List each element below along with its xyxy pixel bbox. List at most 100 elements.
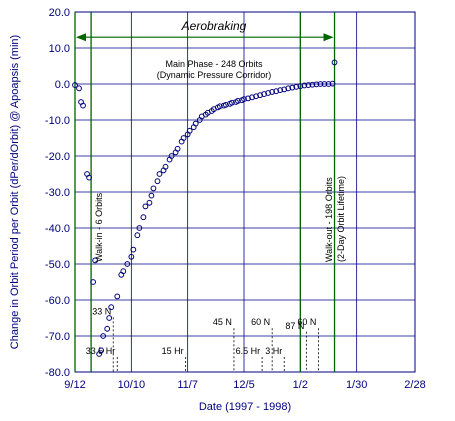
- data-point: [281, 86, 288, 93]
- data-point: [229, 99, 235, 106]
- data-point: [257, 92, 263, 99]
- data-point: [321, 81, 328, 87]
- aerobraking-label: Aerobraking: [181, 19, 247, 33]
- y-tick-label: -10.0: [45, 115, 70, 127]
- data-point: [289, 84, 296, 91]
- data-point: [92, 257, 99, 264]
- data-point: [174, 145, 181, 152]
- data-point: [269, 89, 276, 95]
- y-tick-label: 20.0: [49, 7, 70, 19]
- y-axis-title: Change in Orbit Period per Orbit (dPer/d…: [9, 35, 21, 349]
- data-point: [120, 268, 127, 275]
- data-point: [192, 120, 199, 127]
- data-point: [301, 82, 308, 89]
- data-point: [329, 80, 336, 87]
- data-point: [273, 88, 280, 95]
- data-point: [285, 85, 292, 92]
- main-phase-label: Main Phase - 248 Orbits: [165, 59, 263, 69]
- phase-boundaries: [74, 12, 336, 372]
- data-point: [325, 81, 332, 87]
- data-point: [114, 293, 121, 300]
- x-tick-label: 11/7: [177, 379, 198, 391]
- data-point: [235, 98, 241, 104]
- data-point: [154, 178, 161, 185]
- data-point: [293, 83, 300, 90]
- data-point: [261, 91, 268, 97]
- event-label: 45 N: [213, 317, 232, 327]
- data-point: [106, 315, 113, 321]
- walk-in-label: Walk-in - 6 Orbits: [94, 192, 104, 262]
- y-tick-label: -50.0: [45, 259, 70, 271]
- data-point: [309, 81, 316, 88]
- aerobraking-arrowhead-left: [76, 33, 86, 42]
- data-point: [222, 101, 229, 108]
- data-point: [265, 90, 272, 96]
- data-point: [241, 96, 247, 103]
- data-point: [146, 199, 153, 206]
- walk-out-label: Walk-out - 198 Orbits: [324, 177, 334, 262]
- data-point: [180, 135, 187, 141]
- aerobraking-arrowhead-right: [323, 33, 334, 42]
- y-tick-label: 0.0: [55, 79, 70, 91]
- x-tick-label: 1/2: [293, 379, 308, 391]
- y-tick-label: -80.0: [45, 367, 70, 379]
- data-point: [108, 304, 115, 311]
- data-point: [249, 94, 255, 101]
- data-point: [245, 95, 251, 102]
- data-point: [297, 83, 304, 90]
- data-point: [134, 232, 141, 239]
- data-point: [313, 81, 320, 88]
- data-point: [168, 153, 175, 159]
- y-tick-label: -70.0: [45, 331, 70, 343]
- data-point: [331, 59, 338, 66]
- x-tick-label: 12/5: [233, 379, 254, 391]
- data-point: [150, 185, 157, 192]
- data-point: [130, 246, 137, 253]
- event-label: 15 Hr: [162, 346, 184, 356]
- data-point: [128, 253, 135, 260]
- data-point: [80, 102, 86, 109]
- y-tick-labels: 20.0 10.0 0.0 -10.0 -20.0 -30.0 -40.0 -50.0 -60.…: [45, 7, 70, 379]
- data-point: [277, 87, 284, 94]
- data-point: [305, 82, 312, 88]
- event-label: 3 Hr: [265, 346, 282, 356]
- data-point: [253, 93, 259, 100]
- data-point: [98, 347, 105, 354]
- data-point: [156, 171, 163, 177]
- data-point: [136, 225, 143, 231]
- x-tick-label: 10/10: [118, 379, 146, 391]
- data-point: [76, 85, 82, 92]
- data-point: [100, 333, 107, 339]
- x-axis-title: Date (1997 - 1998): [199, 401, 291, 413]
- x-tick-label: 2/28: [404, 379, 425, 391]
- aerobraking-arrow: Aerobraking: [76, 19, 334, 42]
- data-point: [104, 325, 111, 332]
- data-point: [72, 82, 78, 88]
- data-point: [140, 214, 147, 221]
- event-label: 33 N: [92, 306, 111, 316]
- x-tick-label: 9/12: [64, 379, 85, 391]
- event-label: 33.5 Hr: [86, 346, 116, 356]
- y-tick-label: -30.0: [45, 187, 70, 199]
- walk-out-sublabel: (2-Day Orbit Lifetime): [336, 176, 346, 262]
- event-label: 6.5 Hr: [236, 346, 261, 356]
- data-point: [162, 163, 169, 170]
- x-tick-labels: 9/12 10/10 11/7 12/5 1/2 1/30 2/28: [64, 379, 425, 391]
- data-point: [86, 174, 92, 181]
- data-point: [216, 103, 223, 110]
- data-point: [142, 203, 149, 210]
- data-point: [124, 261, 131, 267]
- y-tick-label: -20.0: [45, 151, 70, 163]
- data-point: [317, 81, 324, 87]
- y-tick-label: -60.0: [45, 295, 70, 307]
- event-label: 60 N: [297, 317, 316, 327]
- data-point: [90, 279, 97, 285]
- y-tick-label: -40.0: [45, 223, 70, 235]
- data-point: [148, 192, 155, 199]
- event-label: 60 N: [251, 317, 270, 327]
- x-tick-label: 1/30: [346, 379, 367, 391]
- data-point: [186, 127, 193, 134]
- event-label: 87 N: [285, 321, 304, 331]
